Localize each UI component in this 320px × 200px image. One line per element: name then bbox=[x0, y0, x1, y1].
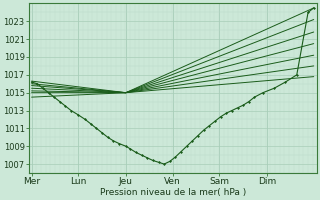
X-axis label: Pression niveau de la mer( hPa ): Pression niveau de la mer( hPa ) bbox=[100, 188, 246, 197]
